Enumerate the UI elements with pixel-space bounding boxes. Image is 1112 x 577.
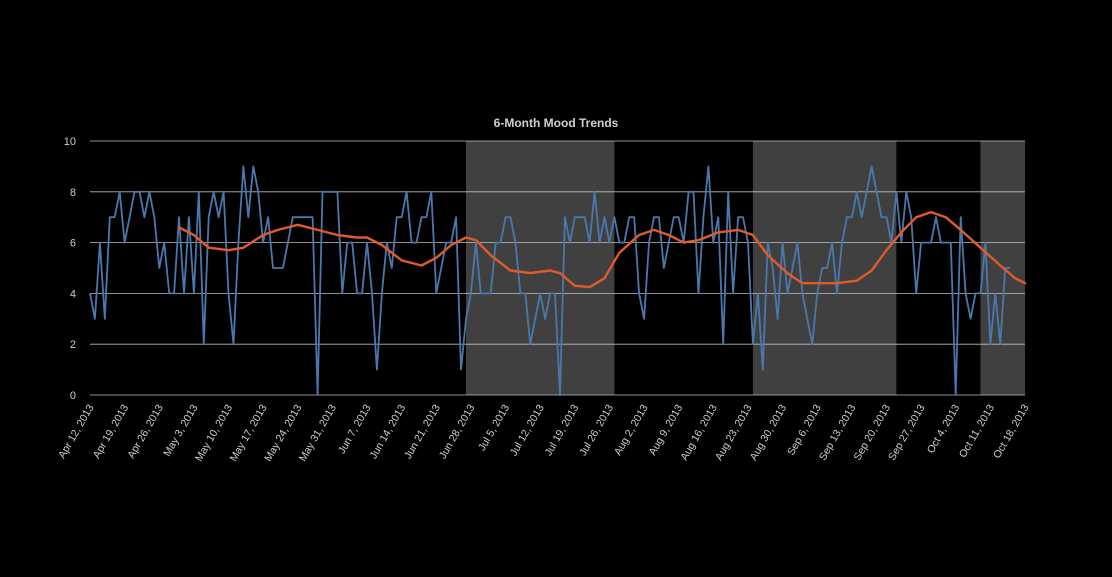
y-tick-label-0: 0 — [70, 390, 76, 402]
series-line-smooth — [177, 210, 1027, 289]
series-lines — [89, 165, 1027, 396]
shaded-range-1 — [465, 141, 615, 395]
series-line-raw — [89, 165, 1011, 396]
y-tick-label-10: 10 — [64, 136, 76, 148]
chart-title: 6-Month Mood Trends — [494, 116, 619, 130]
y-tick-label-8: 8 — [70, 187, 76, 199]
y-tick-label-6: 6 — [70, 238, 76, 250]
y-tick-label-4: 4 — [70, 288, 76, 300]
y-tick-label-2: 2 — [70, 339, 76, 351]
y-axis: 0 2 4 6 8 10 — [64, 136, 76, 402]
